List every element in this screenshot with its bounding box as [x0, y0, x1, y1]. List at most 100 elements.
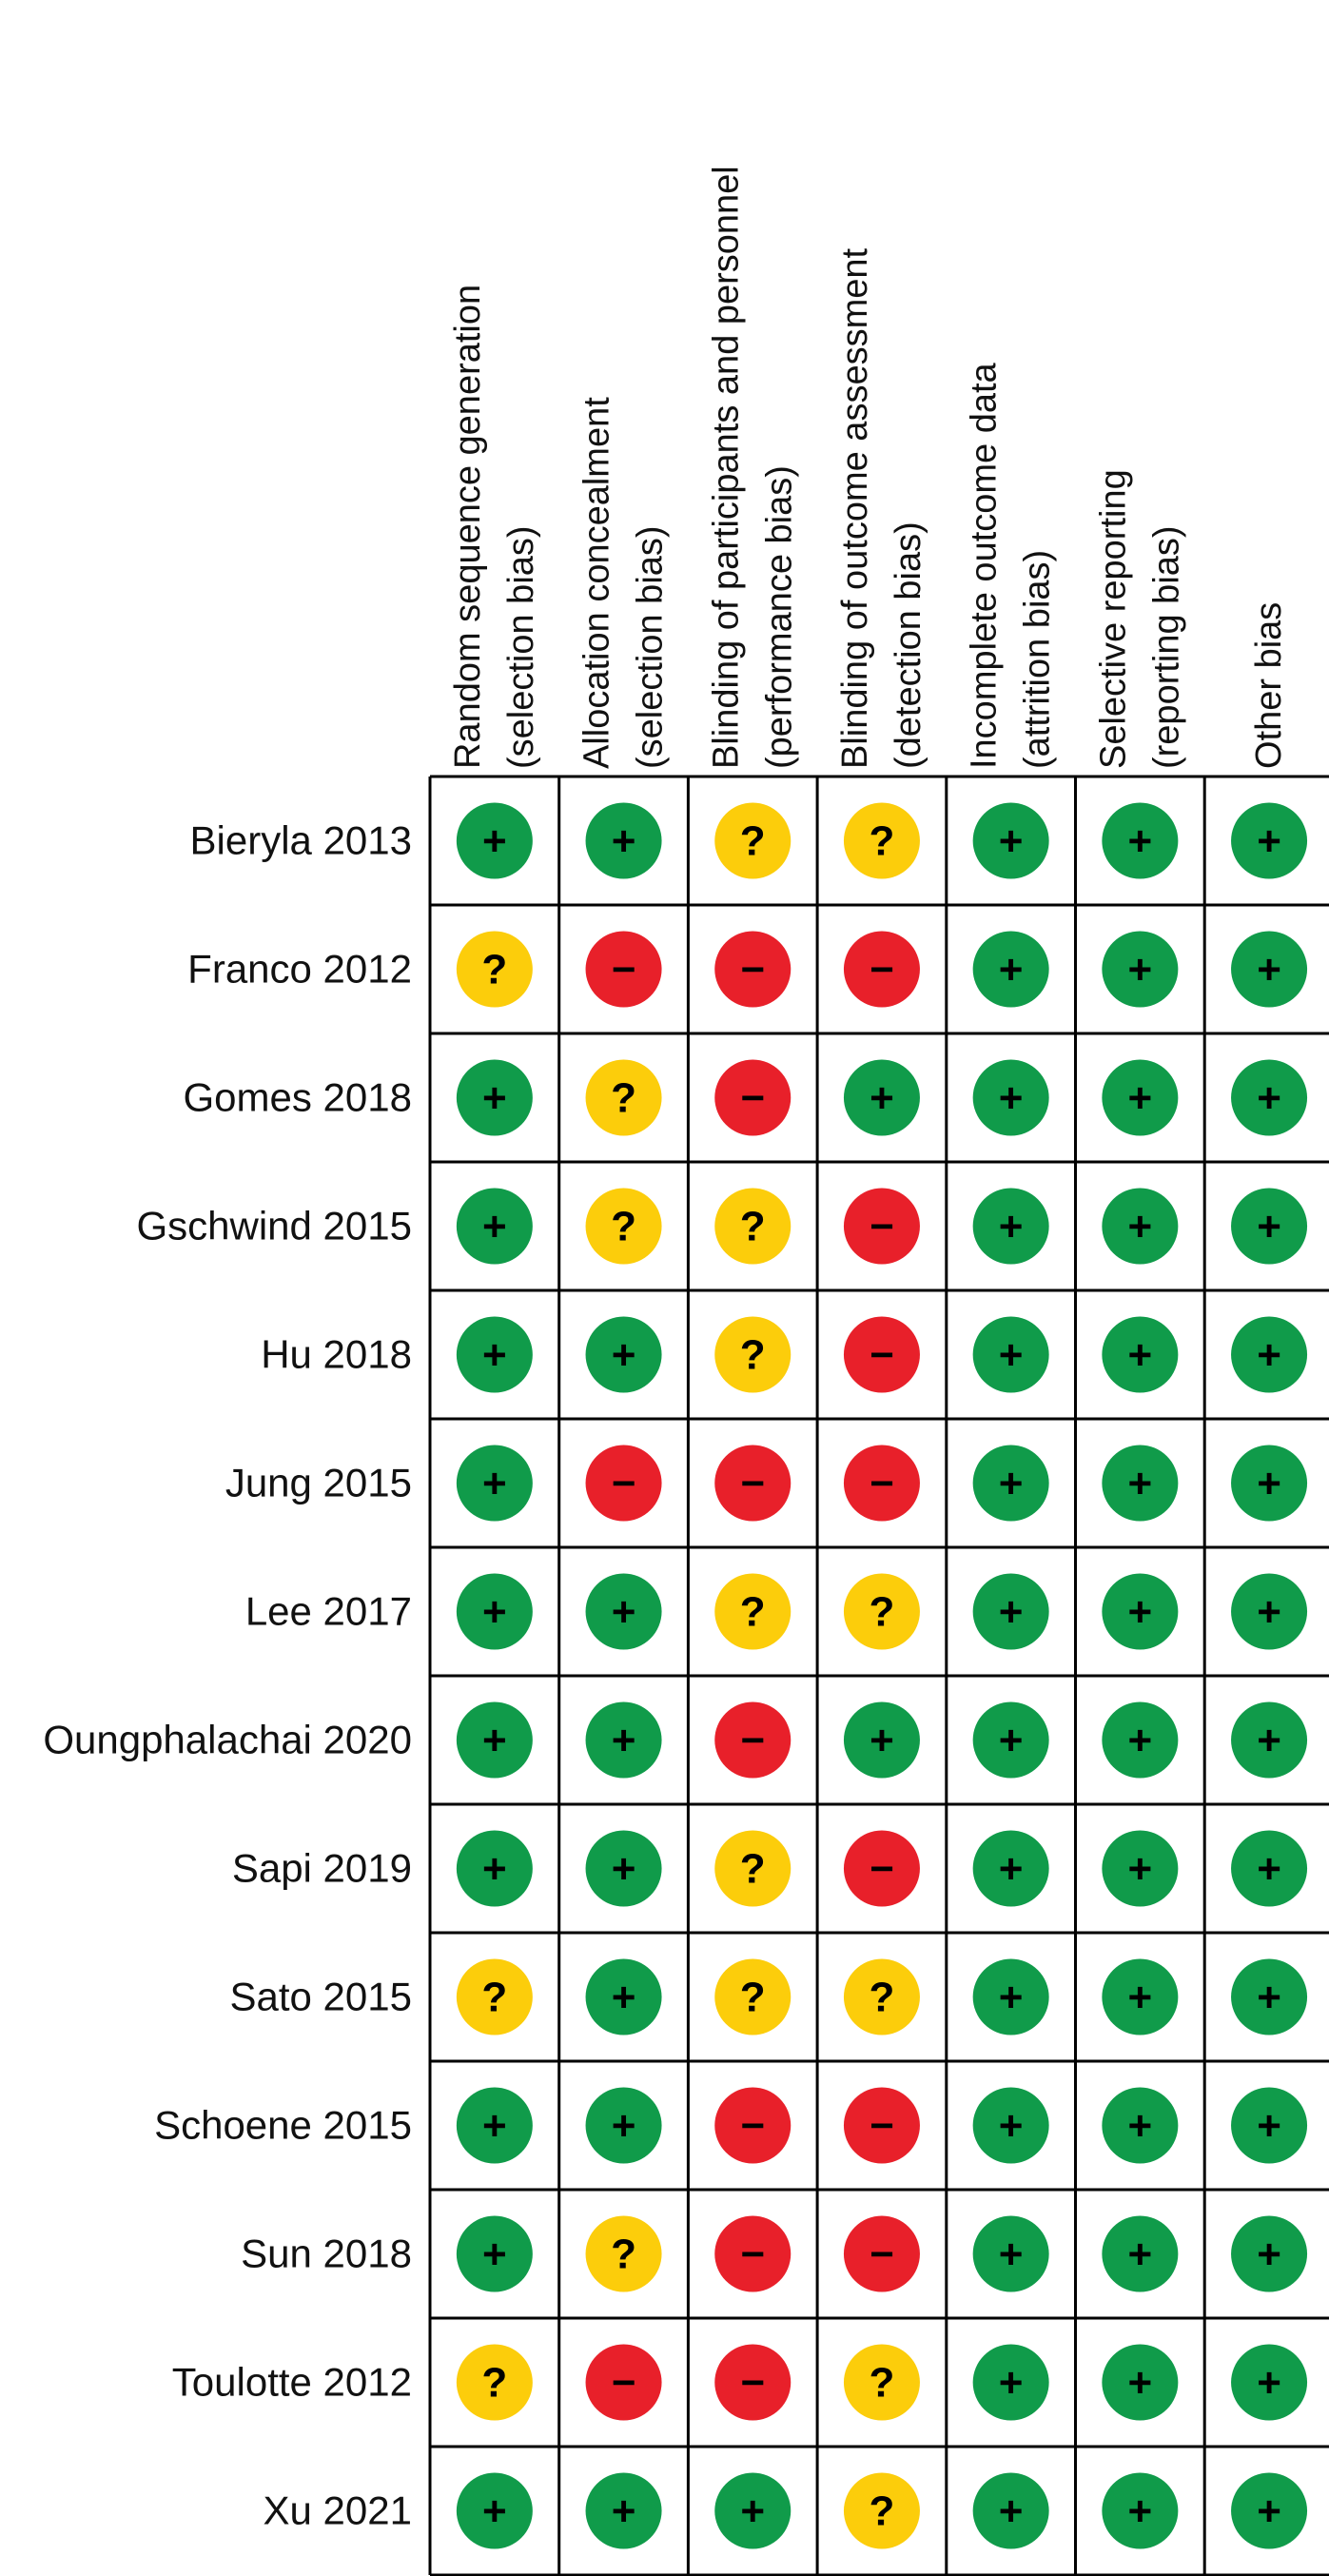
rating-low-risk: + — [585, 802, 662, 879]
rating-circle — [843, 1445, 920, 1522]
rating-circle — [972, 1188, 1049, 1265]
rating-glyph: − — [740, 947, 765, 993]
rating-circle — [972, 931, 1049, 1008]
rating-low-risk: + — [972, 2472, 1049, 2549]
domain-title: Blinding of participants and personnel — [706, 166, 746, 769]
rating-circle — [972, 2344, 1049, 2421]
rating-low-risk: + — [456, 1316, 533, 1393]
rating-circle — [456, 1188, 533, 1265]
rating-circle — [456, 1445, 533, 1522]
rating-circle — [456, 2215, 533, 2292]
rating-low-risk: + — [972, 2215, 1049, 2292]
rating-glyph: + — [999, 2360, 1024, 2407]
rating-circle — [456, 802, 533, 879]
rating-unclear-risk: ? — [843, 802, 920, 879]
rating-circle — [714, 802, 792, 879]
rating-circle — [456, 1573, 533, 1650]
rating-low-risk: + — [1102, 1830, 1179, 1907]
rating-circle — [972, 1059, 1049, 1136]
rating-circle — [843, 2087, 920, 2164]
study-label-franco-2012: Franco 2012 — [187, 947, 412, 992]
rating-unclear-risk: ? — [456, 931, 533, 1008]
rating-circle — [1231, 1059, 1308, 1136]
rating-low-risk: + — [456, 1701, 533, 1779]
rating-glyph: − — [740, 1718, 765, 1764]
rating-circle — [1231, 1830, 1308, 1907]
rating-low-risk: + — [585, 1573, 662, 1650]
rating-circle — [843, 1958, 920, 2035]
rating-glyph: + — [1127, 818, 1152, 865]
rating-circle — [972, 1573, 1049, 1650]
rating-glyph: + — [612, 2103, 636, 2150]
rating-circle — [972, 2215, 1049, 2292]
rating-high-risk: − — [585, 2344, 662, 2421]
rating-glyph: + — [1127, 1461, 1152, 1507]
rating-glyph: + — [999, 947, 1024, 993]
rating-circle — [585, 2215, 662, 2292]
domain-subtitle: (reporting bias) — [1146, 525, 1186, 769]
rating-glyph: + — [482, 1718, 507, 1764]
rating-glyph: + — [482, 1204, 507, 1250]
rating-low-risk: + — [456, 1059, 533, 1136]
rating-circle — [456, 1316, 533, 1393]
rating-circle — [585, 1830, 662, 1907]
study-label-gomes-2018: Gomes 2018 — [184, 1075, 412, 1120]
rating-glyph: + — [1257, 1332, 1281, 1379]
rating-low-risk: + — [585, 2472, 662, 2549]
rating-circle — [714, 2344, 792, 2421]
rating-low-risk: + — [1102, 2472, 1179, 2549]
domain-header-random-sequence-generation: Random sequence generation (selection bia… — [448, 285, 541, 769]
rating-low-risk: + — [456, 802, 533, 879]
rating-low-risk: + — [714, 2472, 792, 2549]
rating-unclear-risk: ? — [843, 1958, 920, 2035]
rating-circle — [843, 2472, 920, 2549]
rating-glyph: + — [612, 1975, 636, 2021]
rating-circle — [1102, 1573, 1179, 1650]
rating-glyph: + — [1257, 2488, 1281, 2535]
rating-glyph: + — [1127, 2232, 1152, 2278]
rating-circle — [585, 2087, 662, 2164]
rating-high-risk: − — [585, 1445, 662, 1522]
rating-circle — [1102, 2472, 1179, 2549]
rating-high-risk: − — [714, 931, 792, 1008]
rating-glyph: + — [1257, 2232, 1281, 2278]
rating-circle — [714, 2215, 792, 2292]
rating-unclear-risk: ? — [714, 1188, 792, 1265]
rating-unclear-risk: ? — [714, 802, 792, 879]
rating-low-risk: + — [1102, 2215, 1179, 2292]
rating-glyph: + — [612, 1589, 636, 1636]
rating-glyph: − — [612, 2360, 636, 2407]
rating-low-risk: + — [456, 1830, 533, 1907]
rating-low-risk: + — [456, 1573, 533, 1650]
rating-unclear-risk: ? — [714, 1830, 792, 1907]
rating-glyph: + — [612, 818, 636, 865]
rating-glyph: ? — [740, 818, 766, 865]
rating-circle — [1102, 2215, 1179, 2292]
rating-glyph: + — [1257, 2103, 1281, 2150]
rating-low-risk: + — [1102, 1958, 1179, 2035]
rating-circle — [456, 1830, 533, 1907]
rating-circle — [714, 1573, 792, 1650]
study-label-xu-2021: Xu 2021 — [264, 2488, 412, 2533]
domain-headers: Random sequence generation (selection bia… — [448, 166, 1289, 769]
rating-glyph: + — [1257, 1975, 1281, 2021]
grid-lines — [428, 775, 1329, 2576]
rating-circle — [843, 802, 920, 879]
domain-title: Allocation concealment — [577, 397, 617, 769]
rating-glyph: + — [1127, 1075, 1152, 1122]
rating-glyph: + — [1127, 947, 1152, 993]
rating-low-risk: + — [456, 2087, 533, 2164]
rating-low-risk: + — [1231, 1701, 1308, 1779]
rating-circle — [972, 1830, 1049, 1907]
rating-circle — [843, 1188, 920, 1265]
rating-low-risk: + — [585, 1958, 662, 2035]
study-label-lee-2017: Lee 2017 — [245, 1589, 412, 1634]
rating-glyph: + — [999, 1461, 1024, 1507]
rating-glyph: − — [870, 2232, 894, 2278]
rating-glyph: − — [870, 947, 894, 993]
rating-high-risk: − — [585, 931, 662, 1008]
rating-glyph: ? — [740, 1975, 766, 2021]
rating-circle — [714, 1316, 792, 1393]
rating-glyph: − — [870, 1461, 894, 1507]
rating-low-risk: + — [972, 1445, 1049, 1522]
